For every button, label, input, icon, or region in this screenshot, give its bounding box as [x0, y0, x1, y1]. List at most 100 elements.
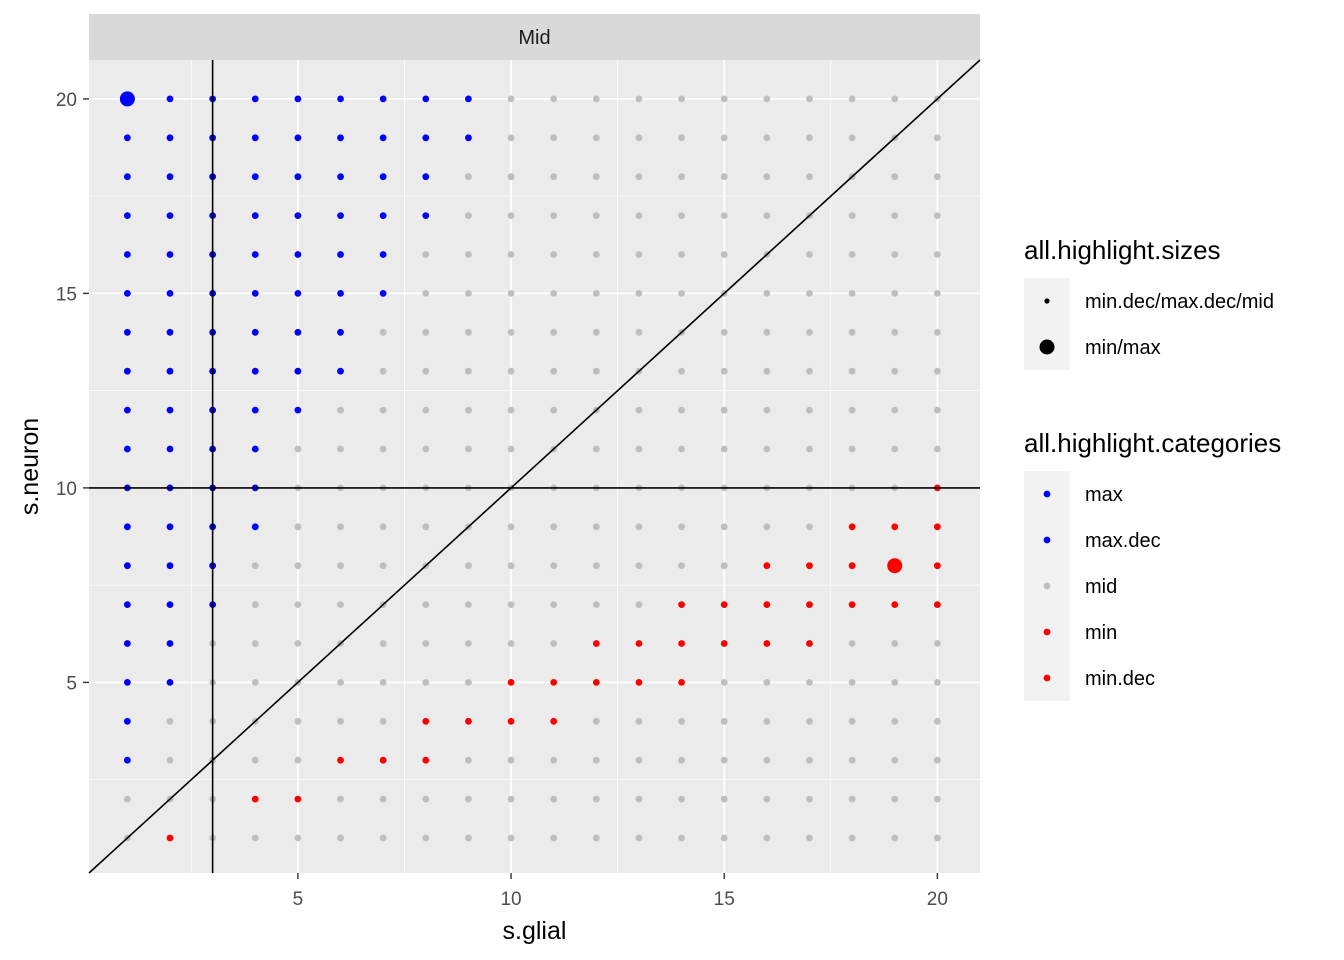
point-max-dec	[123, 367, 131, 375]
point-mid	[763, 523, 771, 531]
point-mid	[763, 289, 771, 297]
point-mid	[720, 95, 728, 103]
point-mid	[678, 562, 685, 570]
point-mid	[507, 367, 515, 375]
point-mid	[592, 756, 600, 764]
point-mid	[592, 134, 600, 142]
point-mid	[635, 601, 643, 608]
point-mid	[507, 251, 515, 258]
point-mid	[891, 795, 899, 803]
point-mid	[891, 406, 899, 414]
point-max-dec	[251, 212, 259, 219]
point-mid	[337, 678, 344, 686]
point-mid	[933, 212, 941, 219]
point-mid	[678, 95, 685, 103]
point-min-dec	[678, 601, 685, 608]
point-mid	[678, 523, 685, 531]
point-mid	[635, 251, 643, 258]
point-mid	[550, 95, 558, 103]
point-min-dec	[337, 756, 344, 764]
point-mid	[848, 367, 856, 375]
point-mid	[379, 640, 387, 647]
point-max-dec	[422, 134, 430, 142]
point-mid	[422, 601, 430, 608]
point-max-dec	[251, 367, 259, 375]
point-mid	[550, 562, 558, 570]
legend-category-label: max	[1085, 484, 1123, 506]
point-min-dec	[720, 601, 728, 608]
point-mid	[379, 795, 387, 803]
legend-sizes-title: all.highlight.sizes	[1024, 235, 1221, 265]
y-tick-label: 15	[56, 284, 77, 305]
point-mid	[592, 795, 600, 803]
point-mid	[763, 406, 771, 414]
point-mid	[337, 601, 344, 608]
point-mid	[422, 795, 430, 803]
point-max-dec	[123, 445, 131, 453]
point-mid	[294, 717, 302, 725]
point-mid	[507, 328, 515, 336]
point-mid	[763, 795, 771, 803]
point-mid	[848, 756, 856, 764]
point-mid	[592, 251, 600, 258]
point-mid	[933, 406, 941, 414]
legend-category-key	[1043, 490, 1051, 498]
point-max-dec	[166, 678, 174, 686]
point-max-dec	[123, 173, 131, 181]
point-max-dec	[123, 289, 131, 297]
point-mid	[592, 95, 600, 103]
point-mid	[933, 251, 941, 258]
point-min-dec	[550, 678, 558, 686]
point-mid	[720, 445, 728, 453]
point-mid	[465, 251, 472, 258]
point-min-dec	[763, 640, 771, 647]
point-max-dec	[465, 134, 472, 142]
point-min-dec	[550, 717, 558, 725]
point-min-dec	[806, 601, 813, 608]
point-max-dec	[294, 173, 302, 181]
point-max-dec	[166, 212, 174, 219]
point-mid	[678, 717, 685, 725]
point-mid	[592, 289, 600, 297]
point-mid	[933, 445, 941, 453]
point-mid	[763, 173, 771, 181]
data-points	[119, 91, 941, 842]
x-tick-label: 15	[714, 889, 735, 910]
legend-sizes-key-background	[1024, 278, 1070, 370]
point-mid	[720, 562, 728, 570]
point-mid	[465, 756, 472, 764]
point-mid	[550, 795, 558, 803]
point-mid	[294, 445, 302, 453]
point-mid	[422, 834, 430, 842]
point-mid	[422, 406, 430, 414]
point-mid	[720, 523, 728, 531]
point-mid	[635, 562, 643, 570]
point-max-dec	[294, 251, 302, 258]
diagonal-reference-line	[88, 59, 981, 874]
point-mid	[720, 212, 728, 219]
point-min-dec	[507, 678, 515, 686]
point-mid	[379, 445, 387, 453]
point-min-dec	[465, 717, 472, 725]
x-tick-label: 5	[293, 889, 304, 910]
point-mid	[465, 640, 472, 647]
point-mid	[806, 95, 813, 103]
point-mid	[678, 173, 685, 181]
point-mid	[848, 445, 856, 453]
point-mid	[337, 562, 344, 570]
point-mid	[592, 367, 600, 375]
point-mid	[763, 367, 771, 375]
point-mid	[933, 640, 941, 647]
point-mid	[720, 678, 728, 686]
point-mid	[635, 95, 643, 103]
point-min-dec	[592, 640, 600, 647]
point-mid	[678, 756, 685, 764]
point-mid	[763, 134, 771, 142]
point-max-dec	[337, 251, 344, 258]
point-mid	[763, 95, 771, 103]
point-mid	[379, 367, 387, 375]
point-max-dec	[251, 289, 259, 297]
point-min-dec	[635, 640, 643, 647]
point-mid	[848, 717, 856, 725]
point-mid	[891, 328, 899, 336]
